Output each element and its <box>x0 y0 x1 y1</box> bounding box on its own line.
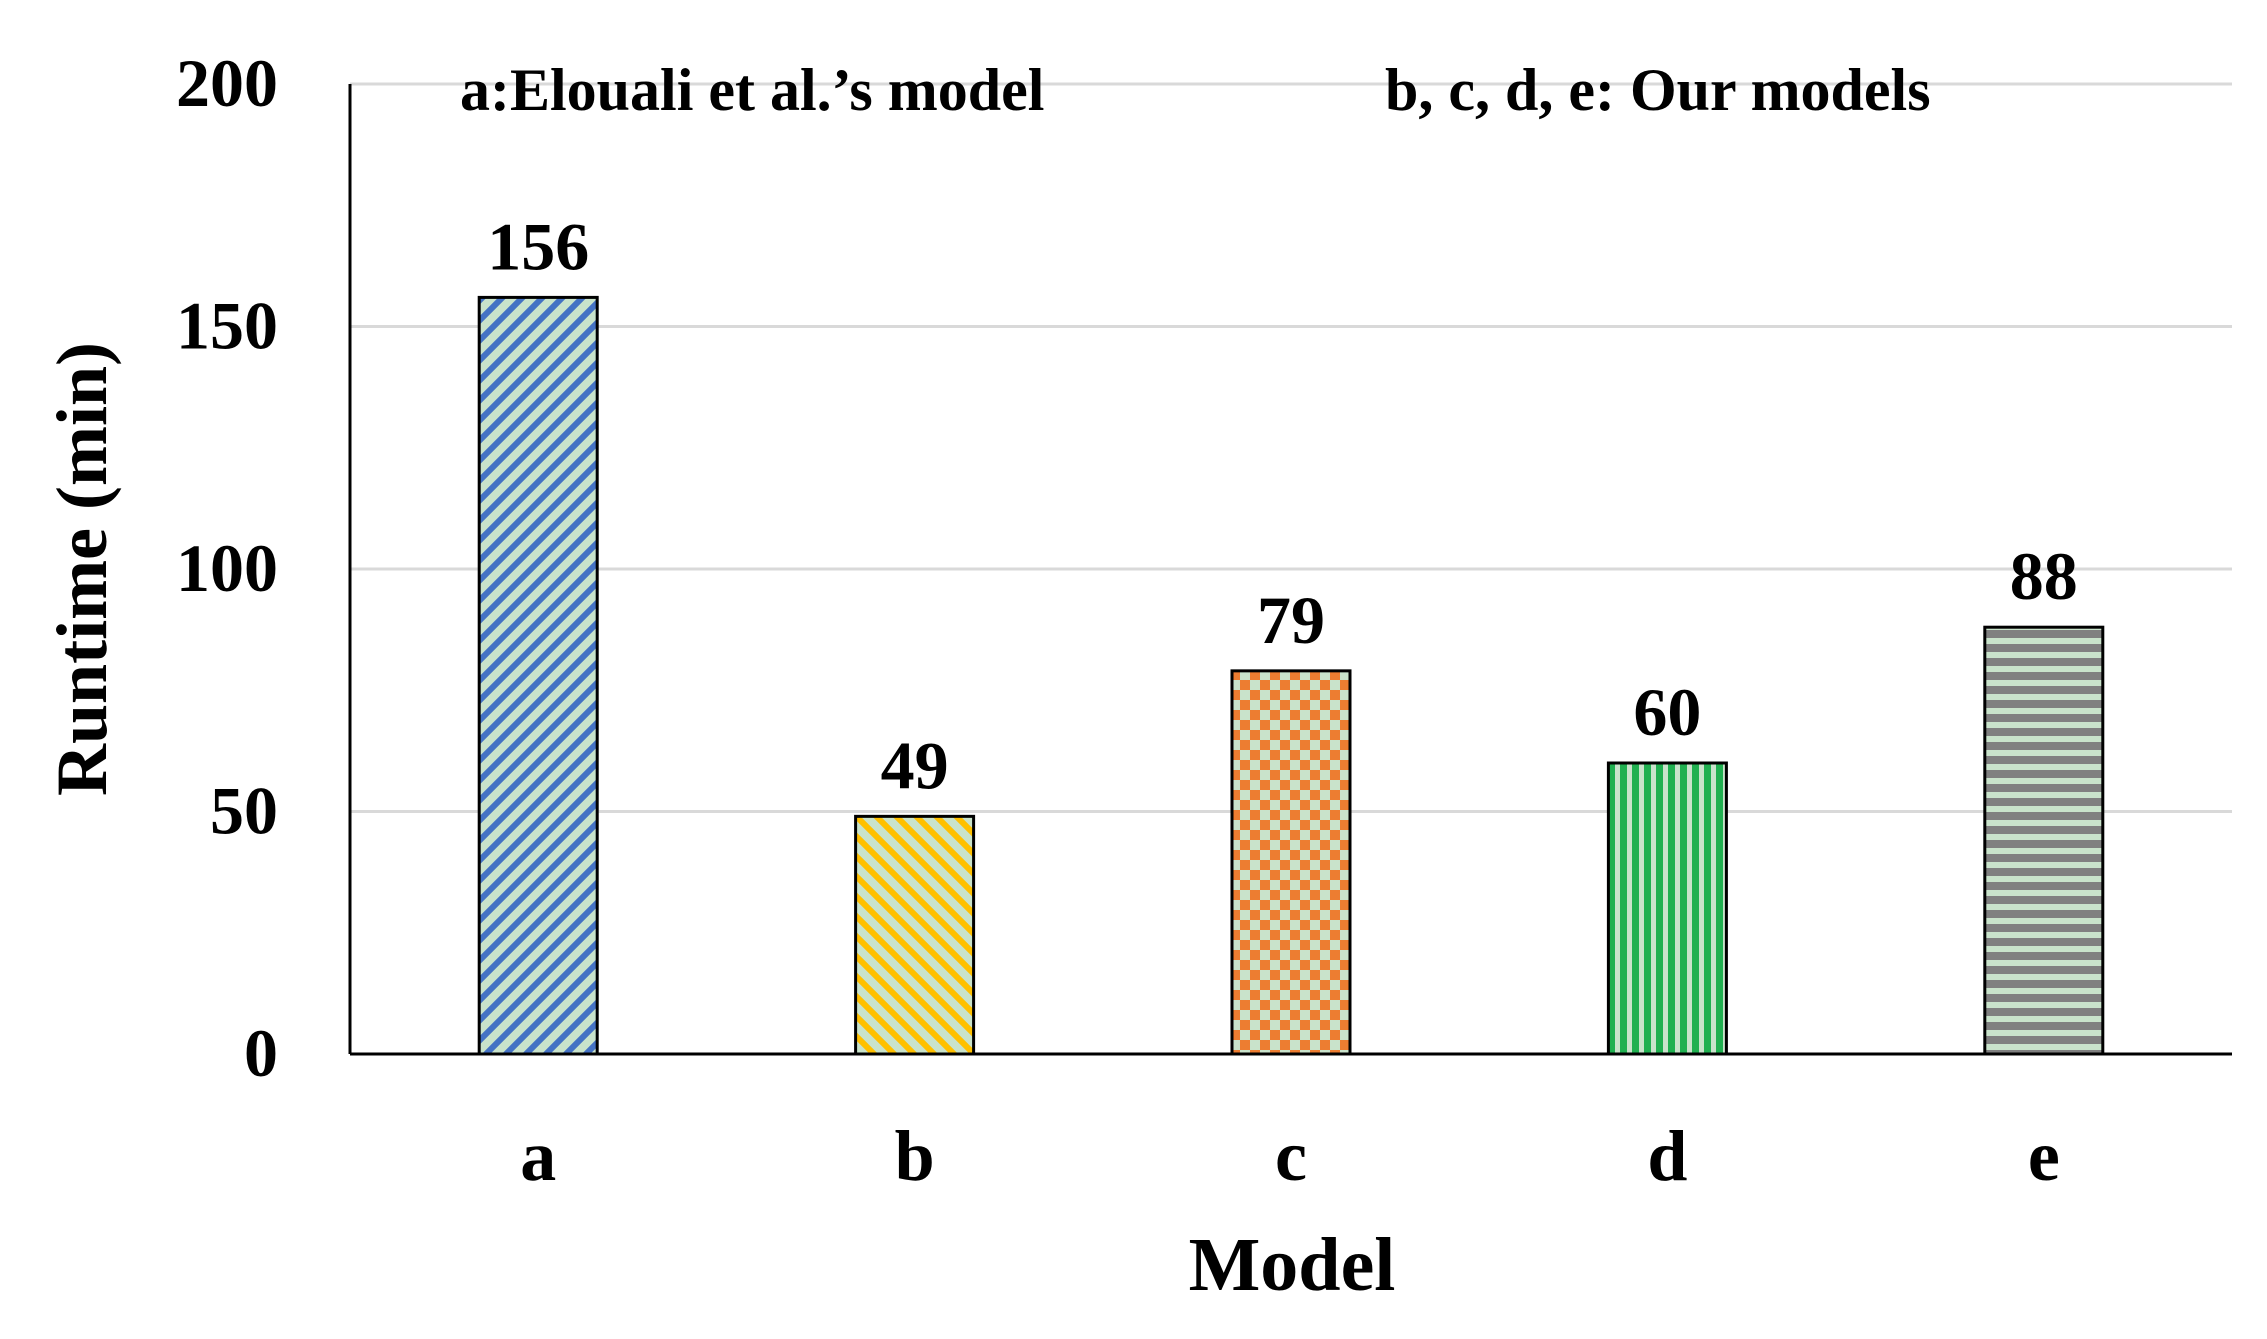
annotation-left: a:Elouali et al.’s model <box>460 57 1044 123</box>
bar-d <box>1606 761 1728 1056</box>
x-tick-label-e: e <box>2028 1116 2060 1196</box>
data-label-c: 79 <box>1257 582 1325 658</box>
x-tick-label-c: c <box>1275 1116 1307 1196</box>
data-label-d: 60 <box>1633 674 1701 750</box>
data-label-e: 88 <box>2010 538 2078 614</box>
x-tick-label-a: a <box>520 1116 556 1196</box>
x-axis-label: Model <box>1189 1223 1396 1307</box>
bar-a <box>477 295 599 1056</box>
x-tick-label-d: d <box>1647 1116 1687 1196</box>
annotation-right: b, c, d, e: Our models <box>1385 57 1931 123</box>
y-tick-label: 0 <box>244 1015 278 1091</box>
y-tick-label: 150 <box>176 288 278 364</box>
data-labels: 156 49 79 60 88 <box>487 208 2078 803</box>
y-tick-label: 100 <box>176 530 278 606</box>
bar-c <box>1230 669 1352 1056</box>
bars <box>477 295 2105 1056</box>
y-tick-label: 200 <box>176 45 278 121</box>
x-tick-label-b: b <box>895 1116 935 1196</box>
y-tick-labels: 0 50 100 150 200 <box>176 45 278 1091</box>
bar-b <box>854 814 976 1056</box>
y-tick-label: 50 <box>210 773 278 849</box>
data-label-a: 156 <box>487 208 589 284</box>
data-label-b: 49 <box>881 727 949 803</box>
x-tick-labels: a b c d e <box>520 1116 2060 1196</box>
bar-e <box>1983 625 2105 1056</box>
y-axis-label: Runtime (min) <box>42 342 122 796</box>
